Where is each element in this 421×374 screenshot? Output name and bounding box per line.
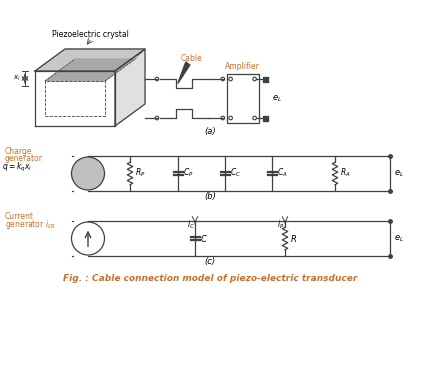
Text: Cable: Cable xyxy=(181,54,203,63)
Bar xyxy=(263,77,268,82)
Text: $e_L$: $e_L$ xyxy=(272,93,282,104)
Circle shape xyxy=(72,157,104,190)
Text: (a): (a) xyxy=(204,127,216,136)
Text: Fig. : Cable connection model of piezo-electric transducer: Fig. : Cable connection model of piezo-e… xyxy=(63,274,357,283)
Text: $R_A$: $R_A$ xyxy=(340,166,351,179)
Text: $i_C$: $i_C$ xyxy=(187,219,195,231)
Text: (c): (c) xyxy=(205,257,216,266)
Bar xyxy=(263,116,268,120)
Circle shape xyxy=(72,222,104,255)
Polygon shape xyxy=(115,49,145,126)
Text: $R$: $R$ xyxy=(290,233,297,244)
Text: generator: generator xyxy=(5,154,43,163)
Polygon shape xyxy=(35,49,145,71)
Text: $R_P$: $R_P$ xyxy=(135,166,146,179)
Text: (b): (b) xyxy=(204,192,216,201)
Text: Current: Current xyxy=(5,212,34,221)
Text: $C$: $C$ xyxy=(200,233,208,244)
Text: $C_P$: $C_P$ xyxy=(183,166,194,179)
Text: $q = k_q x_i$: $q = k_q x_i$ xyxy=(2,160,32,174)
Text: $C_A$: $C_A$ xyxy=(277,166,288,179)
Text: Charge: Charge xyxy=(5,147,32,156)
Text: Amplifier: Amplifier xyxy=(225,62,260,71)
Text: $C_C$: $C_C$ xyxy=(230,166,241,179)
Text: generator $i_{CR}$: generator $i_{CR}$ xyxy=(5,218,56,231)
Text: Piezoelectric crystal: Piezoelectric crystal xyxy=(51,30,128,39)
Polygon shape xyxy=(35,71,115,126)
Text: $e_L$: $e_L$ xyxy=(394,233,404,244)
Bar xyxy=(226,74,258,123)
Polygon shape xyxy=(178,62,190,83)
Text: $x_i$: $x_i$ xyxy=(13,73,21,83)
Polygon shape xyxy=(45,59,135,81)
Text: $i_P$: $i_P$ xyxy=(277,219,284,231)
Text: $e_L$: $e_L$ xyxy=(394,168,404,179)
